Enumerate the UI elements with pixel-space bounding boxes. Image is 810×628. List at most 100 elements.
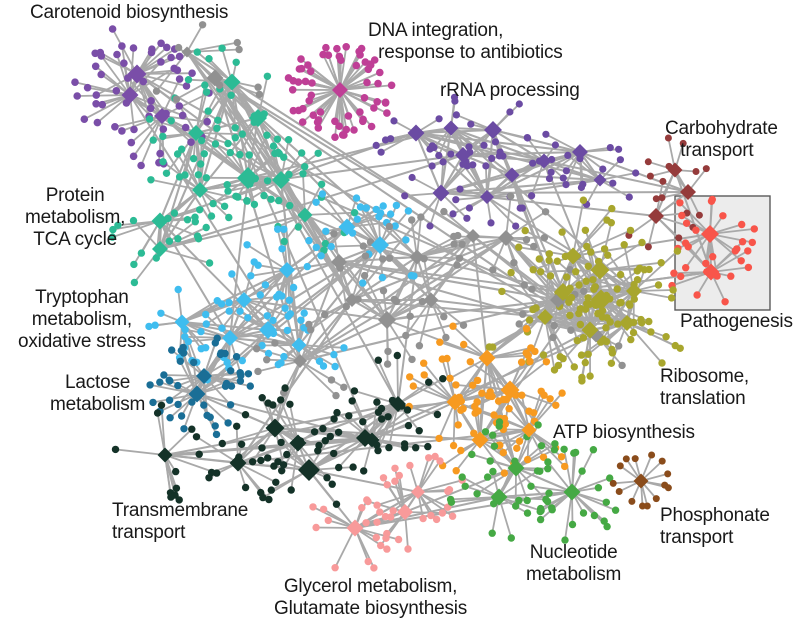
network-leaf-node[interactable] bbox=[156, 378, 164, 386]
network-leaf-node[interactable] bbox=[394, 535, 403, 544]
network-leaf-node[interactable] bbox=[562, 273, 571, 281]
network-hub-node[interactable] bbox=[152, 241, 168, 257]
network-leaf-node[interactable] bbox=[523, 496, 531, 505]
network-leaf-node[interactable] bbox=[331, 117, 339, 126]
network-leaf-node[interactable] bbox=[285, 296, 294, 304]
network-leaf-node[interactable] bbox=[278, 245, 286, 253]
network-leaf-node[interactable] bbox=[331, 564, 339, 572]
network-leaf-node[interactable] bbox=[225, 298, 233, 307]
network-leaf-node[interactable] bbox=[581, 226, 590, 234]
network-leaf-node[interactable] bbox=[528, 285, 536, 293]
network-leaf-node[interactable] bbox=[518, 391, 526, 399]
network-leaf-node[interactable] bbox=[345, 412, 353, 420]
network-leaf-node[interactable] bbox=[372, 141, 380, 149]
network-leaf-node[interactable] bbox=[662, 333, 670, 341]
network-leaf-node[interactable] bbox=[312, 198, 320, 206]
network-leaf-node[interactable] bbox=[403, 406, 412, 414]
network-leaf-node[interactable] bbox=[146, 381, 154, 389]
network-leaf-node[interactable] bbox=[361, 252, 370, 260]
network-leaf-node[interactable] bbox=[750, 225, 758, 233]
network-leaf-node[interactable] bbox=[203, 411, 211, 420]
network-leaf-node[interactable] bbox=[406, 373, 414, 381]
network-hub-node[interactable] bbox=[188, 125, 204, 141]
network-leaf-node[interactable] bbox=[246, 382, 254, 390]
network-hub-node[interactable] bbox=[498, 230, 514, 246]
network-leaf-node[interactable] bbox=[383, 481, 391, 489]
network-leaf-node[interactable] bbox=[130, 260, 138, 269]
network-leaf-node[interactable] bbox=[447, 150, 455, 158]
network-leaf-node[interactable] bbox=[91, 49, 99, 58]
network-leaf-node[interactable] bbox=[550, 446, 559, 454]
network-leaf-node[interactable] bbox=[204, 107, 212, 115]
network-leaf-node[interactable] bbox=[559, 174, 567, 182]
network-leaf-node[interactable] bbox=[579, 196, 588, 204]
network-leaf-node[interactable] bbox=[223, 181, 231, 189]
network-leaf-node[interactable] bbox=[286, 201, 294, 210]
network-hub-node[interactable] bbox=[423, 292, 439, 308]
network-leaf-node[interactable] bbox=[263, 356, 271, 364]
network-leaf-node[interactable] bbox=[285, 170, 293, 179]
network-leaf-node[interactable] bbox=[317, 252, 325, 260]
network-leaf-node[interactable] bbox=[259, 493, 267, 502]
network-leaf-node[interactable] bbox=[401, 192, 409, 200]
network-leaf-node[interactable] bbox=[420, 371, 428, 379]
network-hub-node[interactable] bbox=[259, 321, 277, 339]
network-leaf-node[interactable] bbox=[227, 382, 236, 390]
network-leaf-node[interactable] bbox=[180, 425, 188, 433]
network-leaf-node[interactable] bbox=[316, 108, 325, 116]
network-leaf-node[interactable] bbox=[167, 117, 175, 125]
network-leaf-node[interactable] bbox=[543, 497, 552, 506]
network-hub-node[interactable] bbox=[648, 208, 664, 224]
network-hub-node[interactable] bbox=[291, 337, 307, 353]
network-leaf-node[interactable] bbox=[145, 115, 154, 123]
network-leaf-node[interactable] bbox=[540, 234, 549, 242]
network-leaf-node[interactable] bbox=[256, 291, 264, 299]
network-leaf-node[interactable] bbox=[340, 344, 348, 352]
network-leaf-node[interactable] bbox=[658, 457, 666, 465]
network-leaf-node[interactable] bbox=[170, 209, 179, 217]
network-leaf-node[interactable] bbox=[410, 272, 418, 280]
network-leaf-node[interactable] bbox=[542, 130, 550, 138]
network-leaf-node[interactable] bbox=[459, 405, 467, 413]
network-leaf-node[interactable] bbox=[120, 59, 128, 67]
network-leaf-node[interactable] bbox=[384, 347, 392, 356]
network-leaf-node[interactable] bbox=[283, 326, 292, 335]
network-leaf-node[interactable] bbox=[510, 259, 518, 267]
network-leaf-node[interactable] bbox=[333, 408, 341, 417]
network-leaf-node[interactable] bbox=[172, 95, 181, 103]
network-leaf-node[interactable] bbox=[288, 86, 297, 94]
network-leaf-node[interactable] bbox=[631, 455, 639, 463]
network-leaf-node[interactable] bbox=[264, 349, 273, 358]
network-leaf-node[interactable] bbox=[184, 337, 192, 346]
network-leaf-node[interactable] bbox=[615, 145, 623, 153]
network-leaf-node[interactable] bbox=[181, 123, 190, 132]
network-leaf-node[interactable] bbox=[515, 243, 523, 251]
network-leaf-node[interactable] bbox=[670, 269, 678, 277]
network-leaf-node[interactable] bbox=[682, 264, 690, 272]
network-hub-node[interactable] bbox=[249, 109, 267, 127]
network-leaf-node[interactable] bbox=[205, 474, 213, 482]
network-leaf-node[interactable] bbox=[496, 148, 504, 156]
network-leaf-node[interactable] bbox=[693, 291, 701, 299]
network-hub-node[interactable] bbox=[196, 368, 212, 384]
network-leaf-node[interactable] bbox=[628, 497, 636, 505]
network-leaf-node[interactable] bbox=[258, 394, 266, 402]
network-leaf-node[interactable] bbox=[547, 168, 555, 176]
network-leaf-node[interactable] bbox=[452, 467, 460, 475]
network-hub-node[interactable] bbox=[593, 173, 607, 187]
network-leaf-node[interactable] bbox=[331, 362, 339, 371]
network-leaf-node[interactable] bbox=[129, 216, 138, 225]
network-leaf-node[interactable] bbox=[544, 465, 552, 473]
network-hub-node[interactable] bbox=[563, 483, 581, 501]
network-leaf-node[interactable] bbox=[218, 324, 226, 332]
network-leaf-node[interactable] bbox=[424, 442, 432, 451]
network-hub-node[interactable] bbox=[471, 431, 489, 449]
network-leaf-node[interactable] bbox=[225, 307, 233, 315]
network-leaf-node[interactable] bbox=[679, 139, 687, 147]
network-leaf-node[interactable] bbox=[168, 346, 176, 354]
network-hub-node[interactable] bbox=[701, 225, 719, 243]
network-leaf-node[interactable] bbox=[92, 91, 101, 99]
network-leaf-node[interactable] bbox=[156, 149, 164, 158]
network-leaf-node[interactable] bbox=[335, 463, 343, 472]
network-leaf-node[interactable] bbox=[211, 140, 220, 148]
